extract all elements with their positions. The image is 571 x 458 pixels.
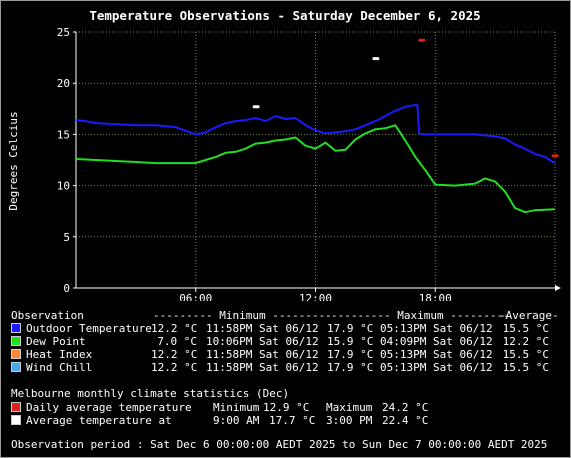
y-tick-label: 15	[57, 128, 70, 141]
table-header-minimum: --------- Minimum ---------	[153, 309, 332, 322]
y-tick-label: 20	[57, 77, 70, 90]
chart-series	[75, 103, 556, 214]
row-min-time: 11:58PM Sat 06/12	[206, 322, 319, 335]
row-max-value: 17.9 °C	[327, 348, 374, 361]
row-label: Wind Chill	[26, 361, 93, 374]
x-tick-label: 12:00	[299, 292, 332, 301]
table-header-observation: Observation	[11, 309, 84, 322]
row-min-value: 12.2 °C	[151, 322, 198, 335]
row-min-value: 12.2 °C	[151, 361, 198, 374]
row-average: 12.2 °C	[502, 335, 549, 348]
y-tick-label: 10	[57, 180, 70, 193]
climate-max-value: 22.4 °C	[382, 414, 429, 427]
legend-swatch-average-at	[11, 415, 21, 425]
legend-swatch-daily-average	[11, 402, 21, 412]
marker-point	[372, 57, 380, 61]
chart-svg: Temperature Observations - Saturday Dece…	[7, 8, 561, 301]
row-label: Dew Point	[26, 335, 86, 348]
row-max-time: 05:13PM Sat 06/12	[380, 361, 493, 374]
chart-title: Temperature Observations - Saturday Dece…	[89, 8, 480, 23]
climate-min-label: Minimum	[213, 401, 260, 414]
chart-markers	[252, 38, 559, 158]
climate-max-value: 24.2 °C	[382, 401, 429, 414]
marker-point	[551, 154, 559, 158]
climate-min-value: 17.7 °C	[269, 414, 316, 427]
row-max-time: 04:09PM Sat 06/12	[380, 335, 493, 348]
y-tick-label: 25	[57, 26, 70, 39]
row-max-time: 05:13PM Sat 06/12	[380, 348, 493, 361]
row-max-value: 15.9 °C	[327, 335, 374, 348]
row-max-value: 17.9 °C	[327, 322, 374, 335]
chart-axes	[73, 31, 561, 292]
climate-row-label: Average temperature at	[26, 414, 172, 427]
row-max-time: 05:13PM Sat 06/12	[380, 322, 493, 335]
series-line	[75, 103, 556, 164]
row-label: Heat Index	[26, 348, 93, 361]
x-tick-label: 18:00	[419, 292, 452, 301]
row-average: 15.5 °C	[502, 361, 549, 374]
climate-row-label: Daily average temperature	[26, 401, 192, 414]
series-line	[75, 124, 555, 214]
legend-swatch-heat	[11, 349, 21, 359]
table-header-average: -Average-	[499, 309, 559, 322]
y-axis-label: Degrees Celcius	[7, 111, 20, 210]
observation-period: Observation period : Sat Dec 6 00:00:00 …	[11, 438, 548, 451]
row-average: 15.5 °C	[502, 348, 549, 361]
y-tick-labels: 0 5 10 15 20 25	[57, 26, 70, 295]
legend-swatch-dew	[11, 336, 21, 346]
x-axis-arrow	[555, 285, 561, 291]
climate-min-value: 12.9 °C	[263, 401, 310, 414]
climate-max-label: Maximum	[326, 401, 373, 414]
row-min-value: 7.0 °C	[157, 335, 197, 348]
row-min-value: 12.2 °C	[151, 348, 198, 361]
row-average: 15.5 °C	[502, 322, 549, 335]
row-max-value: 17.9 °C	[327, 361, 374, 374]
climate-max-label: 3:00 PM	[326, 414, 373, 427]
row-min-time: 11:58PM Sat 06/12	[206, 348, 319, 361]
marker-point	[252, 105, 260, 109]
chart-grid	[76, 31, 556, 288]
row-min-time: 10:06PM Sat 06/12	[206, 335, 319, 348]
legend-swatch-wind	[11, 362, 21, 372]
y-tick-label: 5	[63, 231, 70, 244]
table-header-maximum: --------- Maximum ---------	[331, 309, 510, 322]
legend-swatch-outdoor	[11, 323, 21, 333]
climate-heading: Melbourne monthly climate statistics (De…	[11, 387, 290, 400]
climate-min-label: 9:00 AM	[213, 414, 260, 427]
marker-point	[418, 38, 426, 42]
y-tick-label: 0	[63, 282, 70, 295]
row-min-time: 11:58PM Sat 06/12	[206, 361, 319, 374]
x-tick-labels: 06:00 12:00 18:00	[179, 292, 452, 301]
row-label: Outdoor Temperature	[26, 322, 152, 335]
x-tick-label: 06:00	[179, 292, 212, 301]
